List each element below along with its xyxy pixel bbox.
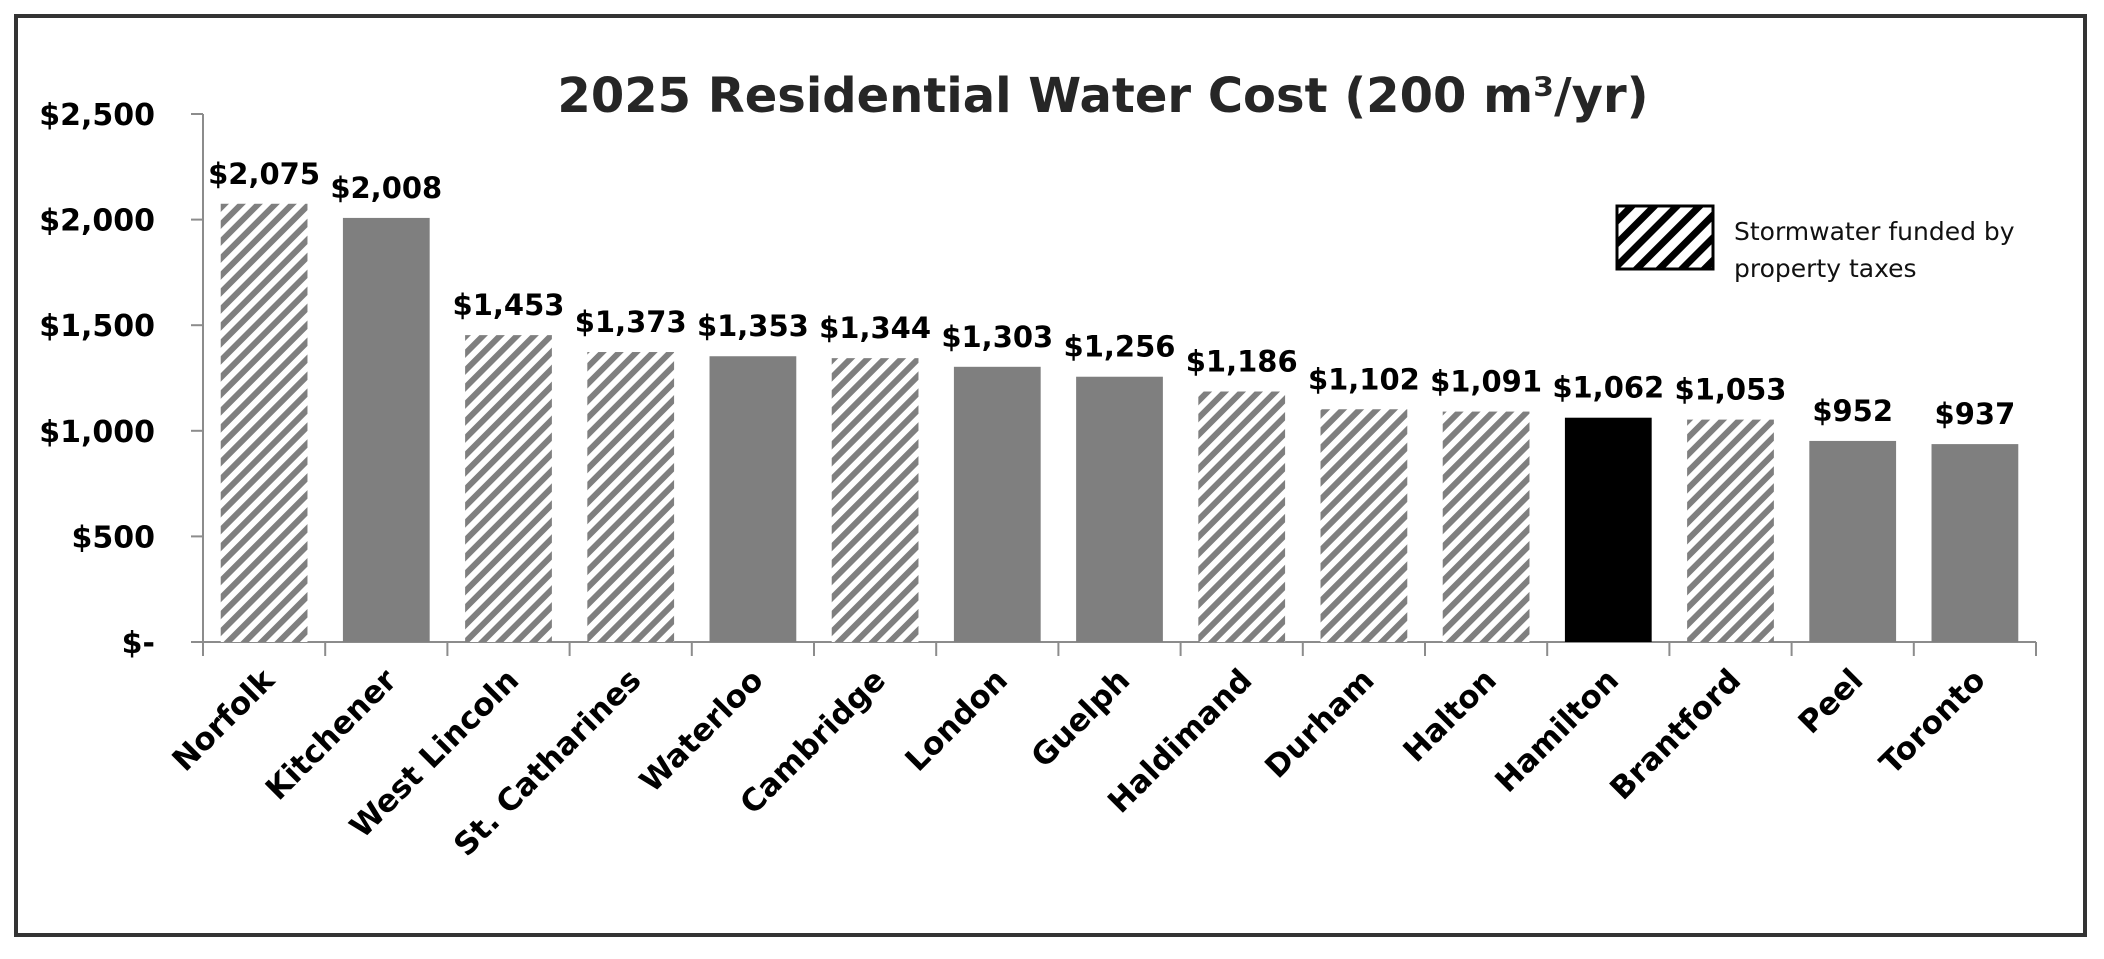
- bar-guelph: [1076, 376, 1163, 642]
- y-tick-label: $500: [72, 520, 156, 555]
- bar-haldimand: [1198, 391, 1286, 642]
- bar-hamilton: [1564, 417, 1652, 642]
- data-label: $2,008: [330, 171, 442, 205]
- data-label: $1,053: [1675, 373, 1787, 407]
- data-label: $1,256: [1064, 330, 1176, 364]
- data-label: $1,091: [1430, 365, 1542, 399]
- bar-waterloo: [709, 356, 797, 642]
- chart-title: 2025 Residential Water Cost (200 m³/yr): [557, 68, 1648, 124]
- y-tick-label: $2,000: [39, 204, 155, 239]
- data-label: $1,353: [697, 309, 809, 343]
- y-tick-label: $1,500: [39, 309, 155, 344]
- legend: Stormwater funded by property taxes: [1615, 204, 2023, 283]
- bar-halton: [1442, 411, 1530, 642]
- bar-st-catharines: [587, 352, 675, 642]
- legend-label-line1: Stormwater funded by: [1734, 217, 2015, 246]
- bar-durham: [1320, 409, 1408, 642]
- data-label: $952: [1812, 394, 1893, 428]
- y-tick-label: $2,500: [39, 98, 155, 133]
- data-label: $1,102: [1308, 362, 1420, 396]
- bar-peel: [1809, 440, 1897, 642]
- data-label: $937: [1935, 397, 2016, 431]
- data-label: $1,344: [819, 311, 931, 345]
- legend-swatch-hatch: [1615, 204, 1715, 271]
- bar-norfolk: [220, 203, 308, 642]
- data-label: $1,062: [1552, 371, 1664, 405]
- bar-london: [953, 366, 1041, 642]
- data-label: $2,075: [208, 157, 320, 191]
- data-label: $1,186: [1186, 345, 1298, 379]
- y-tick-label: $1,000: [39, 415, 155, 450]
- legend-label-line2: property taxes: [1734, 254, 1917, 283]
- data-label: $1,453: [453, 288, 565, 322]
- bar-west-lincoln: [465, 335, 552, 642]
- bar-kitchener: [342, 217, 430, 642]
- data-label: $1,303: [941, 320, 1053, 354]
- bar-toronto: [1931, 444, 2019, 642]
- y-tick-label: $-: [122, 626, 155, 661]
- data-label: $1,373: [575, 305, 687, 339]
- legend-label: Stormwater funded by property taxes: [1734, 217, 2023, 283]
- bar-brantford: [1687, 419, 1774, 642]
- chart-border: [14, 14, 2087, 937]
- bar-cambridge: [831, 358, 919, 642]
